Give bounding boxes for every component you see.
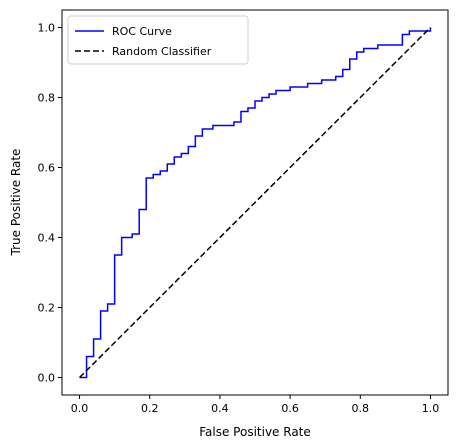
series-line-1 — [79, 27, 432, 379]
legend: ROC Curve Random Classifier — [67, 15, 249, 65]
legend-label-2: Random Classifier — [112, 45, 212, 58]
x-tick-label: 0.6 — [281, 402, 299, 415]
y-tick-label: 0.0 — [38, 372, 56, 385]
legend-label-1: ROC Curve — [112, 25, 172, 38]
y-tick-label: 0.6 — [38, 162, 56, 175]
x-axis-label: False Positive Rate — [199, 425, 311, 439]
y-axis-ticks: 0.0 0.2 0.4 0.6 0.8 1.0 — [38, 22, 62, 385]
x-tick-label: 0.8 — [352, 402, 370, 415]
x-tick-label: 0.2 — [141, 402, 159, 415]
y-tick-label: 0.4 — [38, 232, 56, 245]
legend-box — [67, 15, 249, 65]
x-tick-label: 1.0 — [422, 402, 440, 415]
x-axis-ticks: 0.0 0.2 0.4 0.6 0.8 1.0 — [71, 395, 439, 415]
x-tick-label: 0.4 — [211, 402, 229, 415]
y-tick-label: 0.2 — [38, 302, 56, 315]
series-layer — [79, 26, 432, 379]
plot-frame — [61, 9, 449, 396]
y-tick-label: 1.0 — [38, 22, 56, 35]
y-axis-label: True Positive Rate — [9, 149, 23, 257]
x-tick-label: 0.0 — [71, 402, 89, 415]
y-tick-label: 0.8 — [38, 92, 56, 105]
series-line-2 — [79, 26, 431, 379]
